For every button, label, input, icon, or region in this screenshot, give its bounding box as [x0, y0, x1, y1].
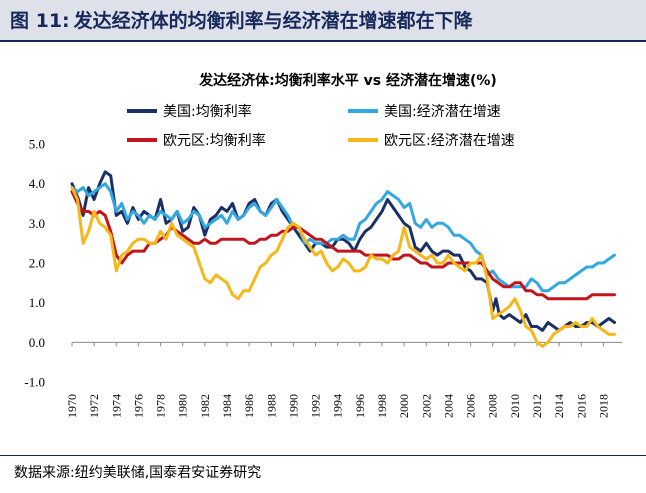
legend-label-1: 美国:均衡利率 [163, 103, 252, 120]
y-tick-label: -1.0 [24, 375, 45, 390]
x-tick-label: 2004 [441, 394, 455, 418]
figure-number: 图 11: [10, 10, 70, 32]
data-source: 数据来源:纽约美联储,国泰君安证券研究 [14, 465, 262, 481]
y-tick-label: 5.0 [29, 137, 45, 152]
chart-title: 发达经济体:均衡利率水平 vs 经济潜在增速(%) [198, 72, 497, 89]
x-tick-label: 2018 [596, 394, 610, 418]
x-tick-label: 1994 [331, 394, 345, 418]
x-tick-label: 2000 [397, 394, 411, 418]
x-tick-label: 2002 [419, 394, 433, 418]
figure-title: 图 11: 发达经济体的均衡利率与经济潜在增速都在下降 [0, 0, 646, 40]
legend-label-4: 欧元区:经济潜在增速 [384, 133, 515, 149]
plot-area: -1.0 0.0 1.0 2.0 3.0 4.0 5.0 1970 1972 1974 1976 19… [24, 137, 622, 418]
x-tick-label: 1976 [131, 394, 145, 418]
series-line-3 [70, 190, 616, 301]
x-tick-label: 1970 [65, 394, 79, 418]
x-tick-label: 1982 [198, 394, 212, 418]
x-tick-label: 1988 [264, 394, 278, 418]
x-tick-label: 2010 [508, 394, 522, 418]
x-tick-label: 1992 [309, 394, 323, 418]
y-tick-label: 0.0 [29, 335, 45, 350]
x-tick-label: 1996 [353, 394, 367, 418]
x-tick-label: 1990 [286, 394, 300, 418]
y-tick-label: 3.0 [29, 216, 45, 231]
x-tick-label: 1980 [176, 394, 190, 418]
series-line-2 [70, 182, 616, 293]
x-tick-label: 2014 [552, 394, 566, 418]
x-tick-label: 1998 [375, 394, 389, 418]
y-tick-label: 2.0 [29, 256, 45, 271]
figure-title-text: 发达经济体的均衡利率与经济潜在增速都在下降 [73, 10, 473, 32]
legend-label-3: 欧元区:均衡利率 [163, 132, 266, 149]
x-tick-label: 2016 [574, 394, 588, 418]
y-tick-label: 1.0 [29, 295, 45, 310]
x-tick-label: 1978 [154, 394, 168, 418]
x-tick-label: 2006 [464, 394, 478, 418]
x-tick-label: 1972 [87, 394, 101, 418]
x-tick-label: 1986 [242, 394, 256, 418]
x-tick-label: 1974 [109, 394, 123, 418]
x-tick-label: 2012 [530, 394, 544, 418]
series-line-4 [70, 186, 616, 348]
x-tick-label: 2008 [486, 394, 500, 418]
header-rule [0, 40, 646, 42]
footer-rule [0, 455, 646, 456]
y-tick-label: 4.0 [29, 176, 45, 191]
legend-label-2: 美国:经济潜在增速 [384, 104, 501, 120]
x-tick-label: 1984 [220, 394, 234, 418]
